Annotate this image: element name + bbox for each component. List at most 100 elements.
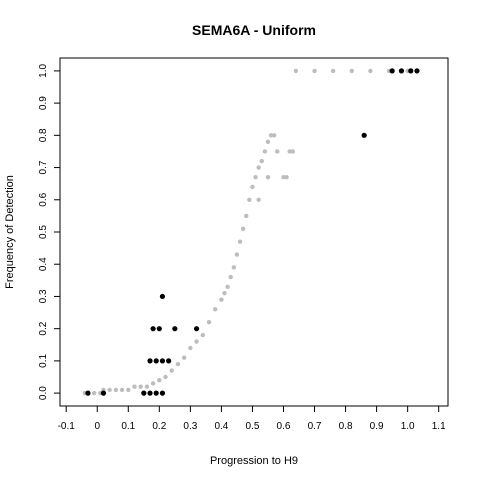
gray-point <box>157 378 162 383</box>
x-tick-label: 0.6 <box>277 421 291 432</box>
x-tick-label: 0.1 <box>121 421 135 432</box>
black-point <box>398 68 405 74</box>
gray-point <box>194 339 199 344</box>
gray-point <box>126 387 131 393</box>
gray-point <box>219 297 224 302</box>
y-axis-label: Frequency of Detection <box>4 175 16 289</box>
gray-point <box>268 133 274 138</box>
gray-point <box>107 387 112 393</box>
gray-point <box>244 213 249 219</box>
gray-point <box>228 274 233 280</box>
x-tick-label: 0 <box>94 421 100 432</box>
y-tick-label: 0.4 <box>38 257 49 271</box>
black-point <box>414 68 420 74</box>
black-point <box>147 390 153 396</box>
plot-frame <box>59 57 449 407</box>
gray-point <box>259 158 264 164</box>
data-points <box>82 68 420 396</box>
gray-point <box>169 368 174 373</box>
black-point <box>172 326 178 332</box>
black-point <box>389 68 395 74</box>
gray-point <box>312 68 317 74</box>
black-point <box>153 358 159 364</box>
gray-point <box>271 133 277 138</box>
gray-point <box>293 68 299 74</box>
gray-point <box>253 175 258 180</box>
gray-point <box>188 345 193 351</box>
y-tick-label: 0.2 <box>38 321 49 335</box>
gray-point <box>222 291 227 296</box>
black-point <box>159 390 166 396</box>
gray-point <box>150 381 156 386</box>
x-tick-label: 0.7 <box>308 421 322 432</box>
x-tick-label: 0.8 <box>339 421 353 432</box>
gray-point <box>330 68 336 74</box>
y-axis: 0.0 0.1 0.2 0.3 0.4 0.5 0.6 0.7 0.8 0.9 1.0 <box>38 64 60 400</box>
gray-point <box>144 384 150 389</box>
gray-point <box>113 387 119 393</box>
x-axis: -0.1 0 0.1 0.2 0.3 0.4 0.5 0.6 0.7 0.8 0.9 1.0 1.1 <box>58 406 446 432</box>
black-point <box>159 358 166 364</box>
gray-point <box>138 384 143 389</box>
black-point <box>150 326 156 332</box>
y-tick-label: 0.1 <box>38 354 49 368</box>
gray-point <box>200 332 205 338</box>
gray-point <box>163 374 168 380</box>
gray-point <box>231 265 237 270</box>
gray-point <box>234 252 240 257</box>
gray-point <box>281 175 286 180</box>
black-point <box>361 132 367 138</box>
chart-title: SEMA6A - Uniform <box>192 22 316 38</box>
y-tick-label: 0.6 <box>38 192 49 206</box>
gray-point <box>240 226 246 231</box>
black-point <box>408 68 414 74</box>
black-point <box>141 390 147 396</box>
gray-point <box>91 390 97 396</box>
y-tick-label: 0.5 <box>38 225 49 239</box>
x-tick-label: 0.3 <box>183 421 197 432</box>
x-axis-label: Progression to H9 <box>210 455 298 467</box>
black-point <box>85 390 91 396</box>
y-tick-label: 0.0 <box>38 386 49 400</box>
black-point <box>193 326 200 332</box>
x-tick-label: 1.1 <box>432 421 446 432</box>
y-tick-label: 0.3 <box>38 289 49 303</box>
y-tick-label: 1.0 <box>38 64 49 78</box>
gray-point <box>284 175 289 180</box>
gray-point <box>213 307 218 312</box>
gray-point <box>265 175 271 180</box>
gray-point <box>290 149 295 154</box>
gray-point <box>256 165 261 170</box>
black-point <box>100 390 107 396</box>
gray-point <box>256 197 261 202</box>
x-tick-label: 1.0 <box>401 421 415 432</box>
gray-point <box>175 361 181 367</box>
x-tick-label: -0.1 <box>58 421 76 432</box>
gray-point <box>368 68 373 74</box>
black-point <box>156 326 162 332</box>
gray-point <box>262 149 268 154</box>
gray-point <box>206 320 212 325</box>
gray-point <box>349 68 354 74</box>
black-point <box>166 358 172 364</box>
gray-point <box>225 284 230 289</box>
x-tick-label: 0.4 <box>214 421 228 432</box>
x-tick-label: 0.2 <box>152 421 166 432</box>
x-tick-label: 0.9 <box>370 421 384 432</box>
y-tick-label: 0.7 <box>38 160 49 174</box>
black-point <box>159 293 166 300</box>
gray-point <box>237 239 243 244</box>
x-tick-label: 0.5 <box>245 421 259 432</box>
gray-point <box>275 149 280 154</box>
black-point <box>153 390 159 396</box>
black-point <box>147 358 153 364</box>
gray-point <box>119 387 125 393</box>
y-tick-label: 0.8 <box>38 128 49 142</box>
gray-point <box>132 384 137 389</box>
gray-point <box>287 149 292 154</box>
gray-point <box>265 139 271 144</box>
gray-point <box>181 355 187 360</box>
gray-point <box>250 184 255 190</box>
y-tick-label: 0.9 <box>38 96 49 110</box>
